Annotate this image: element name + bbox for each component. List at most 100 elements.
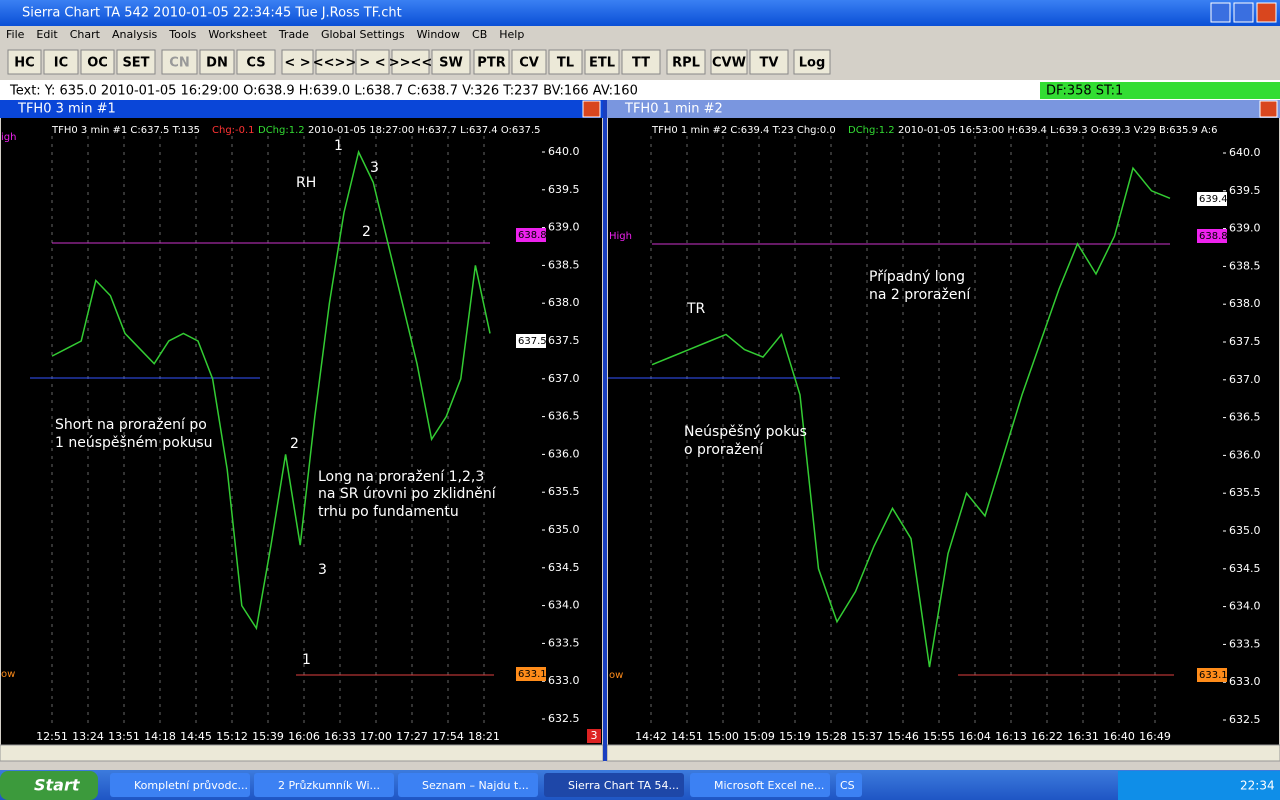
level-label: High — [609, 231, 632, 242]
time-label: 15:37 — [851, 730, 883, 743]
menu-item[interactable]: Tools — [168, 28, 196, 41]
toolbar-button[interactable] — [511, 49, 547, 75]
toolbar-button[interactable] — [621, 49, 661, 75]
menu-item[interactable]: Window — [417, 28, 460, 41]
menu-item[interactable]: Chart — [70, 28, 101, 41]
annotation: 2 — [362, 224, 371, 240]
clock: 22:34 — [1240, 779, 1275, 793]
minimize-button[interactable] — [1210, 2, 1231, 23]
price-tag — [516, 228, 546, 242]
toolbar-label: Log — [799, 56, 826, 71]
menu-item[interactable]: File — [6, 28, 25, 41]
tray — [1118, 771, 1280, 800]
toolbar-button[interactable] — [236, 49, 276, 75]
taskbar-item[interactable] — [690, 773, 830, 797]
toolbar-label: >><< — [389, 56, 433, 71]
scrollbar[interactable] — [0, 744, 604, 762]
price-tick-label: 639.5 — [1229, 184, 1261, 197]
toolbar-button[interactable] — [199, 49, 235, 75]
toolbar-button[interactable] — [391, 49, 430, 75]
taskbar-item-label: Kompletní průvodc... — [134, 779, 248, 792]
price-tag-label: 633.1 — [518, 669, 547, 680]
toolbar-button[interactable] — [749, 49, 789, 75]
toolbar-label: DN — [206, 56, 228, 71]
time-label: 14:42 — [635, 730, 667, 743]
title-bar — [0, 0, 1280, 26]
taskbar-item[interactable] — [254, 773, 394, 797]
pane-close[interactable] — [1259, 100, 1278, 118]
taskbar-item[interactable] — [836, 773, 862, 797]
maximize-button[interactable] — [1233, 2, 1254, 23]
time-axis — [1, 728, 602, 745]
price-tick-label: 633.0 — [1229, 675, 1261, 688]
toolbar-button[interactable] — [281, 49, 314, 75]
menu-item[interactable]: Help — [499, 28, 524, 41]
toolbar-button[interactable] — [710, 49, 748, 75]
toolbar-button[interactable] — [584, 49, 620, 75]
menu-item[interactable]: CB — [472, 28, 487, 41]
time-label: 16:33 — [324, 730, 356, 743]
taskbar-item-label: Sierra Chart TA 54... — [568, 779, 679, 792]
toolbar-label: IC — [54, 56, 68, 71]
annotation: 1 — [334, 138, 343, 154]
menu-item[interactable]: Global Settings — [321, 28, 405, 41]
start-button[interactable] — [0, 771, 98, 800]
annotation: Případný long — [869, 269, 965, 285]
taskbar-item[interactable] — [398, 773, 538, 797]
taskbar-item[interactable] — [544, 773, 684, 797]
toolbar-button[interactable] — [315, 49, 354, 75]
price-tick-label: 640.0 — [548, 145, 580, 158]
price-tick-label: 638.5 — [1229, 259, 1261, 272]
price-tick-label: 637.5 — [1229, 335, 1261, 348]
price-tick-label: 633.5 — [1229, 637, 1261, 650]
menu-item[interactable]: Trade — [278, 28, 309, 41]
price-tick-label: 639.0 — [548, 221, 580, 234]
time-label: 16:06 — [288, 730, 320, 743]
annotation: 3 — [318, 562, 327, 578]
price-tag-label: 638.8 — [518, 230, 547, 241]
toolbar-button[interactable] — [473, 49, 510, 75]
price-tick-label: 638.0 — [1229, 297, 1261, 310]
toolbar-button[interactable] — [161, 49, 198, 75]
time-label: 16:31 — [1067, 730, 1099, 743]
toolbar-button[interactable] — [431, 49, 471, 75]
price-tick-label: 635.5 — [1229, 486, 1261, 499]
menu-item[interactable]: Worksheet — [208, 28, 267, 41]
time-label: 17:00 — [360, 730, 392, 743]
taskbar-item-label: Seznam – Najdu t... — [422, 779, 529, 792]
chart-area — [608, 118, 1279, 728]
price-tick-label: 634.5 — [548, 561, 580, 574]
level-label: ow — [609, 670, 623, 681]
taskbar-item[interactable] — [110, 773, 250, 797]
menu-item[interactable]: Analysis — [112, 28, 158, 41]
price-tag — [516, 334, 546, 348]
corner-label: 3 — [591, 729, 598, 742]
price-tick-label: 637.0 — [548, 372, 580, 385]
price-tag-label: 639.4 — [1199, 194, 1228, 205]
price-tick-label: 632.5 — [1229, 713, 1261, 726]
time-label: 14:45 — [180, 730, 212, 743]
toolbar-button[interactable] — [793, 49, 831, 75]
toolbar-button[interactable] — [43, 49, 79, 75]
level-label: ow — [1, 669, 15, 680]
toolbar-button[interactable] — [666, 49, 706, 75]
time-axis — [608, 728, 1279, 745]
toolbar-button[interactable] — [80, 49, 115, 75]
taskbar-item-label: CS — [840, 779, 855, 792]
menu-item[interactable]: Edit — [36, 28, 58, 41]
toolbar-button[interactable] — [355, 49, 390, 75]
toolbar-button[interactable] — [116, 49, 156, 75]
time-label: 14:51 — [671, 730, 703, 743]
toolbar-label: OC — [87, 56, 108, 71]
scrollbar[interactable] — [606, 744, 1280, 762]
close-button[interactable] — [1256, 2, 1277, 23]
pane-close[interactable] — [582, 100, 601, 118]
pane-header: 2010-01-05 18:27:00 H:637.7 L:637.4 O:63… — [308, 125, 541, 136]
toolbar-button[interactable] — [548, 49, 583, 75]
time-label: 17:27 — [396, 730, 428, 743]
price-tick-label: 633.5 — [548, 636, 580, 649]
price-tick-label: 634.0 — [1229, 600, 1261, 613]
toolbar-button[interactable] — [7, 49, 42, 75]
